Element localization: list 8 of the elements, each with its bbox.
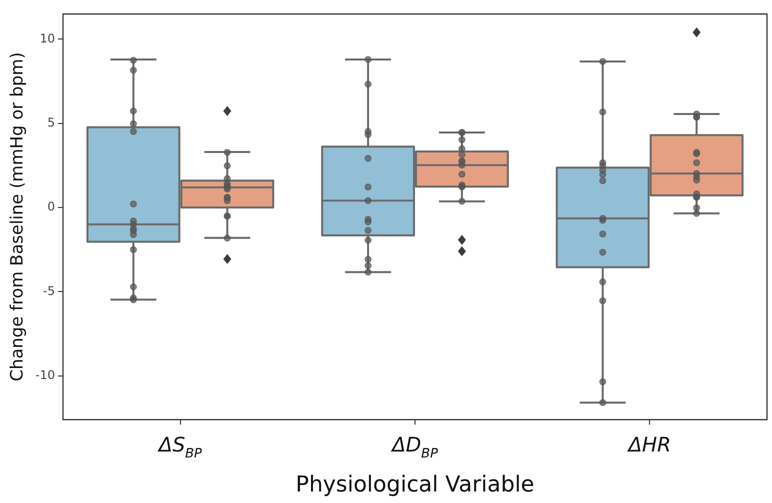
y-tick-label: 5 <box>47 116 55 130</box>
y-tick-label: -10 <box>35 368 55 382</box>
y-tick-label: 10 <box>40 31 55 46</box>
y-tick-label: 0 <box>47 200 55 214</box>
y-tick-label: -5 <box>43 284 55 298</box>
y-axis-title: Change from Baseline (mmHg or bpm) <box>8 52 28 382</box>
x-tick-label: ΔHR <box>626 432 671 457</box>
x-axis-title: Physiological Variable <box>296 472 534 498</box>
